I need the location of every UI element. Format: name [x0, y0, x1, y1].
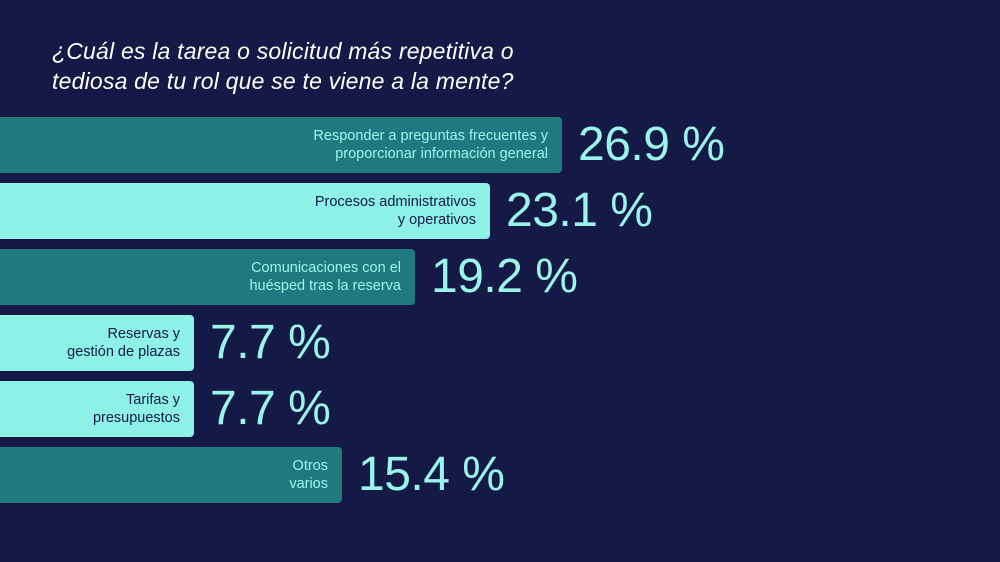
bar-2: Procesos administrativos y operativos: [0, 183, 490, 239]
bar-4: Reservas y gestión de plazas: [0, 315, 194, 371]
bar-value-label: 7.7 %: [210, 316, 331, 369]
bar-value-label: 15.4 %: [358, 448, 505, 501]
bar-category-label: Otros varios: [289, 458, 328, 492]
bar-value-label: 26.9 %: [578, 118, 725, 171]
bar-value-label: 7.7 %: [210, 382, 331, 435]
bar-category-label: Responder a preguntas frecuentes y propo…: [313, 128, 548, 162]
bar-category-label: Procesos administrativos y operativos: [314, 194, 476, 228]
bar-value-label: 19.2 %: [431, 250, 578, 303]
bar-category-label: Comunicaciones con el huésped tras la re…: [249, 260, 401, 294]
bar-category-label: Tarifas y presupuestos: [92, 392, 180, 426]
bar-6: Otros varios: [0, 447, 342, 503]
chart-title: ¿Cuál es la tarea o solicitud más repeti…: [52, 38, 514, 94]
bar-value-label: 23.1 %: [506, 184, 653, 237]
bar-5: Tarifas y presupuestos: [0, 381, 194, 437]
bar-category-label: Reservas y gestión de plazas: [67, 326, 180, 360]
bar-1: Responder a preguntas frecuentes y propo…: [0, 117, 562, 173]
bar-3: Comunicaciones con el huésped tras la re…: [0, 249, 415, 305]
